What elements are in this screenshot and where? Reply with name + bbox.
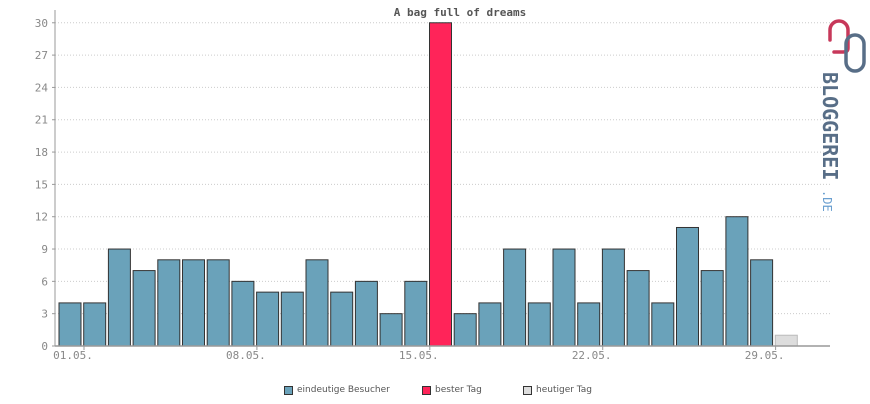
- axes: [54, 10, 830, 347]
- bar-22.05.: [577, 302, 601, 347]
- bar-25.05.: [651, 302, 675, 347]
- bar-29.05.: [750, 259, 774, 347]
- bar-02.05.: [83, 302, 107, 347]
- legend-swatch: [284, 385, 293, 395]
- logo-suffix: .DE: [820, 190, 834, 212]
- y-tick-label: 15: [35, 178, 48, 191]
- bar-03.05.: [107, 248, 131, 347]
- bar-17.05.: [453, 313, 477, 347]
- chart-legend: eindeutige Besucher bester Tag heutiger Ta…: [0, 385, 870, 399]
- x-tick-label: 15.05.: [399, 349, 439, 362]
- bar-04.05.: [132, 270, 156, 347]
- bar-18.05.: [478, 302, 502, 347]
- chart-title: A bag full of dreams: [394, 6, 526, 19]
- bar-09.05.: [256, 291, 280, 347]
- legend-label: bester Tag: [435, 385, 482, 395]
- y-tick-label: 30: [35, 17, 48, 30]
- bar-12.05.: [330, 291, 354, 347]
- bar-21.05.: [552, 248, 576, 347]
- bar-19.05.: [503, 248, 527, 347]
- y-tick-label: 27: [35, 49, 48, 62]
- bar-27.05.: [700, 270, 724, 347]
- bar-06.05.: [182, 259, 205, 347]
- bar-23.05.: [601, 248, 625, 347]
- y-tick-label: 18: [35, 146, 48, 159]
- x-tick-label: 08.05.: [226, 349, 266, 362]
- y-tick-label: 12: [35, 211, 48, 224]
- bar-13.05.: [354, 280, 378, 347]
- y-tick-label: 6: [41, 275, 48, 288]
- bar-16.05.: [429, 22, 452, 347]
- tick-labels: 0 3 6 9 12 15 18 21 24 27 30 01.05. 08.05. 15.05. 22.0…: [35, 17, 785, 362]
- legend-label: eindeutige Besucher: [297, 385, 390, 395]
- legend-item-normal: eindeutige Besucher: [284, 385, 390, 395]
- bars: [58, 22, 798, 347]
- bar-07.05.: [206, 259, 230, 347]
- x-tick-label: 29.05.: [745, 349, 785, 362]
- legend-label: heutiger Tag: [536, 385, 593, 395]
- y-tick-label: 9: [41, 243, 48, 256]
- bar-24.05.: [626, 270, 650, 347]
- bar-08.05.: [231, 280, 255, 347]
- bar-15.05.: [404, 280, 428, 347]
- logo-text: BLOGGEREI: [818, 72, 842, 180]
- bar-01.05.: [58, 302, 82, 347]
- x-tick-label: 01.05.: [53, 349, 93, 362]
- bar-26.05.: [676, 226, 699, 347]
- bloggerei-logo: BLOGGEREI .DE: [818, 19, 866, 212]
- logo-mark-icon: [828, 19, 866, 73]
- bar-11.05.: [305, 259, 329, 347]
- y-tick-label: 24: [35, 81, 49, 94]
- bar-30.05.: [774, 334, 798, 347]
- bar-28.05.: [725, 216, 749, 347]
- legend-swatch: [523, 385, 532, 395]
- bar-20.05.: [527, 302, 551, 347]
- y-tick-label: 21: [35, 114, 48, 127]
- legend-item-best: bester Tag: [422, 385, 482, 395]
- bar-14.05.: [379, 313, 403, 347]
- logo-wordmark: BLOGGEREI .DE: [818, 72, 842, 212]
- bar-05.05.: [157, 259, 181, 347]
- bar-10.05.: [280, 291, 304, 347]
- legend-swatch: [422, 385, 431, 395]
- y-tick-label: 0: [41, 340, 48, 353]
- y-tick-label: 3: [41, 308, 48, 321]
- x-tick-label: 22.05.: [572, 349, 612, 362]
- legend-item-today: heutiger Tag: [523, 385, 592, 395]
